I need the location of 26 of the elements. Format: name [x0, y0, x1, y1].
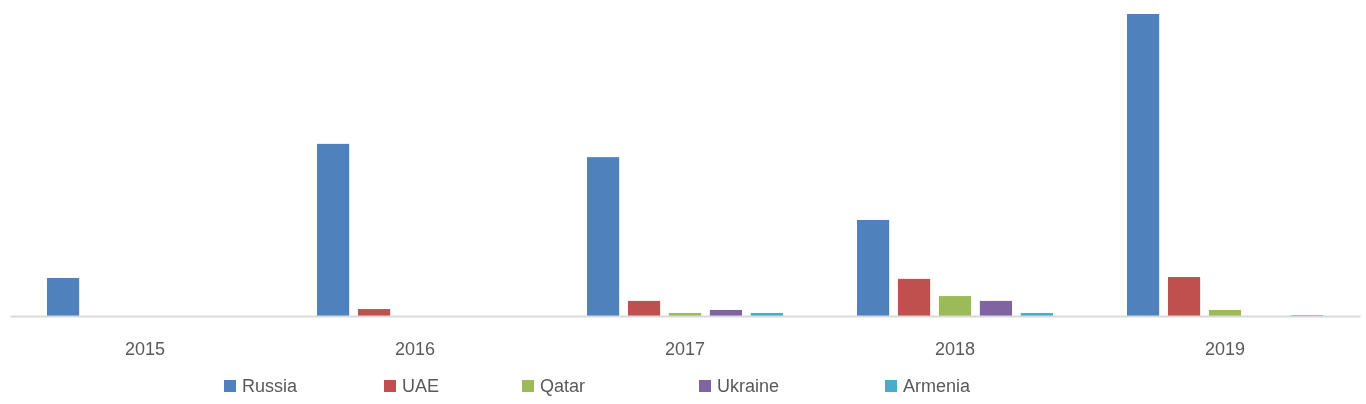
bar	[897, 278, 931, 316]
bar	[1020, 312, 1053, 316]
bar	[587, 157, 620, 316]
bar	[1208, 309, 1242, 316]
x-tick-label: 2017	[664, 338, 706, 359]
bar	[709, 309, 743, 316]
bar	[938, 296, 972, 316]
bar	[979, 300, 1013, 316]
legend-label: Qatar	[540, 376, 586, 396]
legend-label: UAE	[402, 376, 440, 396]
x-tick-label: 2015	[124, 338, 166, 359]
bar	[750, 312, 783, 316]
x-tick-label: 2019	[1204, 338, 1246, 359]
bar	[1167, 277, 1201, 316]
bar	[627, 300, 661, 316]
bar	[857, 219, 890, 316]
bar	[668, 312, 702, 316]
bar	[317, 143, 350, 316]
bar	[1127, 14, 1160, 316]
x-tick-label: 2018	[934, 338, 976, 359]
bar	[357, 309, 391, 316]
legend-label: Ukraine	[717, 376, 780, 396]
legend-label: Armenia	[903, 376, 972, 396]
x-tick-label: 2016	[394, 338, 436, 359]
bar	[47, 277, 80, 316]
legend-label: Russia	[242, 376, 299, 396]
